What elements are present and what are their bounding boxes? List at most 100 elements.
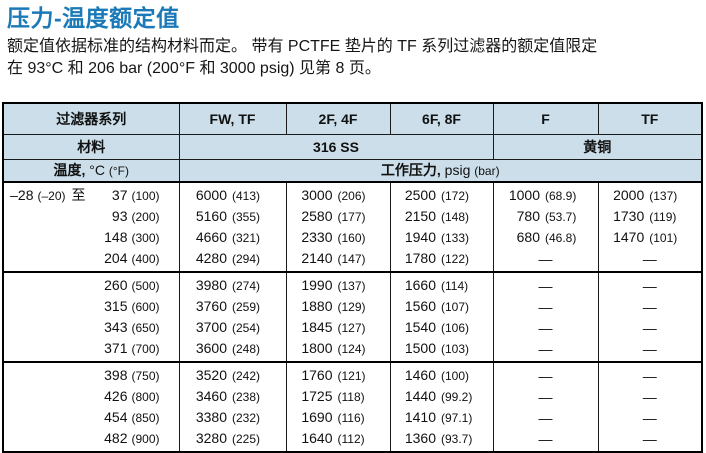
psig-value: 1500: [404, 340, 436, 356]
temp-c-value: 343: [104, 319, 128, 335]
pressure-cell: 1640 (112): [285, 428, 391, 452]
temperature-value-group: 260 (500): [4, 275, 179, 296]
temp-c-value: 148: [104, 229, 128, 245]
temp-header-unit: °C: [85, 162, 109, 179]
psig-value: 1540: [404, 319, 436, 335]
no-rating-dash: —: [492, 272, 599, 296]
no-rating-dash: —: [597, 428, 703, 452]
psig-value: 2330: [301, 229, 333, 245]
series-col-2f-4f: 2F, 4F: [285, 102, 391, 135]
pressure-value-group: 1500 (103): [391, 338, 493, 359]
no-rating-dash: —: [492, 338, 599, 362]
bar-value: (137): [337, 279, 366, 293]
material-row-label: 材料: [2, 133, 180, 160]
temperature-value-group: 343 (650): [4, 317, 179, 338]
bar-value: (46.8): [545, 231, 577, 245]
pressure-value-group: 3600 (248): [180, 338, 286, 359]
temperature-value-group: 315 (600): [4, 296, 179, 317]
temperature-cell: 148 (300): [2, 227, 180, 248]
temperature-cell: –28 (–20) 至 37 (100): [2, 182, 180, 206]
page-title: 压力-温度额定值: [7, 5, 180, 31]
psig-value: 1730: [613, 208, 645, 224]
units-header-row: 温度, °C (°F) 工作压力, psig (bar): [2, 158, 703, 183]
no-rating-dash: —: [597, 317, 703, 338]
rating-block: 260 (500) 3980 (274) 1990 (137) 1660 (114) — —315…: [2, 272, 703, 362]
pressure-cell: 3600 (248): [178, 338, 287, 362]
pressure-value-group: 1540 (106): [391, 317, 493, 338]
pressure-cell: 2150 (148): [389, 206, 494, 227]
psig-value: 680: [516, 229, 540, 245]
temp-f-value: (600): [131, 300, 160, 314]
bar-value: (124): [337, 342, 366, 356]
pressure-value-group: 3460 (238): [180, 386, 286, 407]
rating-block: 398 (750) 3520 (242) 1760 (121) 1460 (100) — —426…: [2, 362, 703, 452]
temp-f-value: (200): [131, 210, 160, 224]
temp-c-value: 426: [104, 388, 128, 404]
no-rating-dash: —: [492, 407, 599, 428]
temperature-cell: 260 (500): [2, 272, 180, 296]
pressure-value-group: 1760 (121): [287, 365, 390, 386]
pressure-cell: 1730 (119): [597, 206, 703, 227]
pressure-cell: 3000 (206): [285, 182, 391, 206]
pressure-cell: 4280 (294): [178, 248, 287, 272]
pressure-value-group: 3980 (274): [180, 275, 286, 296]
pressure-cell: 1460 (100): [389, 362, 494, 386]
psig-value: 3600: [195, 340, 227, 356]
bar-value: (103): [441, 342, 470, 356]
pressure-value-group: 3700 (254): [180, 317, 286, 338]
psig-value: 1470: [613, 229, 645, 245]
bar-value: (93.7): [441, 432, 473, 446]
table-row: 482 (900) 3280 (225) 1640 (112) 1360 (93.7) — —: [2, 428, 703, 452]
bar-value: (413): [232, 189, 261, 203]
bar-value: (225): [232, 432, 261, 446]
psig-value: 1000: [508, 187, 540, 203]
psig-value: 1880: [301, 298, 333, 314]
bar-value: (107): [441, 300, 470, 314]
bar-value: (294): [232, 252, 261, 266]
bar-value: (97.1): [441, 411, 473, 425]
pressure-value-group: 1880 (129): [287, 296, 390, 317]
temp-c-value: 315: [104, 298, 128, 314]
psig-value: 1560: [404, 298, 436, 314]
no-rating-dash: —: [597, 338, 703, 362]
no-rating-dash: —: [597, 296, 703, 317]
bar-value: (355): [232, 210, 261, 224]
psig-value: 1760: [301, 367, 333, 383]
temp-c-value: 398: [104, 367, 128, 383]
temp-c-value: 93: [111, 208, 128, 224]
pressure-cell: 780 (53.7): [492, 206, 599, 227]
psig-value: 1640: [301, 430, 333, 446]
pressure-cell: 1360 (93.7): [389, 428, 494, 452]
psig-value: 1410: [404, 409, 436, 425]
series-col-tf: TF: [597, 102, 703, 135]
material-brass: 黄铜: [492, 133, 703, 160]
table-row: 204 (400) 4280 (294) 2140 (147) 1780 (122) — —: [2, 248, 703, 272]
psig-value: 1360: [404, 430, 436, 446]
psig-value: 1990: [301, 277, 333, 293]
psig-value: 3700: [195, 319, 227, 335]
pressure-cell: 1690 (116): [285, 407, 391, 428]
pressure-cell: 1990 (137): [285, 272, 391, 296]
pressure-value-group: 680 (46.8): [494, 227, 598, 248]
pressure-value-group: 1000 (68.9): [494, 185, 598, 206]
temperature-cell: 398 (750): [2, 362, 180, 386]
temperature-cell: 93 (200): [2, 206, 180, 227]
temperature-cell: 343 (650): [2, 317, 180, 338]
series-col-6f-8f: 6F, 8F: [389, 102, 494, 135]
pressure-value-group: 2150 (148): [391, 206, 493, 227]
psig-value: 2580: [301, 208, 333, 224]
no-rating-dash: —: [492, 428, 599, 452]
temp-header-bold: 温度,: [53, 162, 86, 179]
psig-value: 3520: [195, 367, 227, 383]
pressure-value-group: 780 (53.7): [494, 206, 598, 227]
temp-c-value: 371: [104, 340, 128, 356]
table-row: 148 (300) 4660 (321) 2330 (160) 1940 (133) 680 (4…: [2, 227, 703, 248]
pressure-cell: 2140 (147): [285, 248, 391, 272]
pressure-cell: 1940 (133): [389, 227, 494, 248]
psig-value: 2500: [404, 187, 436, 203]
bar-value: (68.9): [545, 189, 577, 203]
temperature-value-group: 454 (850): [4, 407, 179, 428]
pressure-value-group: 1940 (133): [391, 227, 493, 248]
bar-value: (53.7): [545, 210, 577, 224]
pressure-header-unit: psig: [440, 162, 475, 179]
